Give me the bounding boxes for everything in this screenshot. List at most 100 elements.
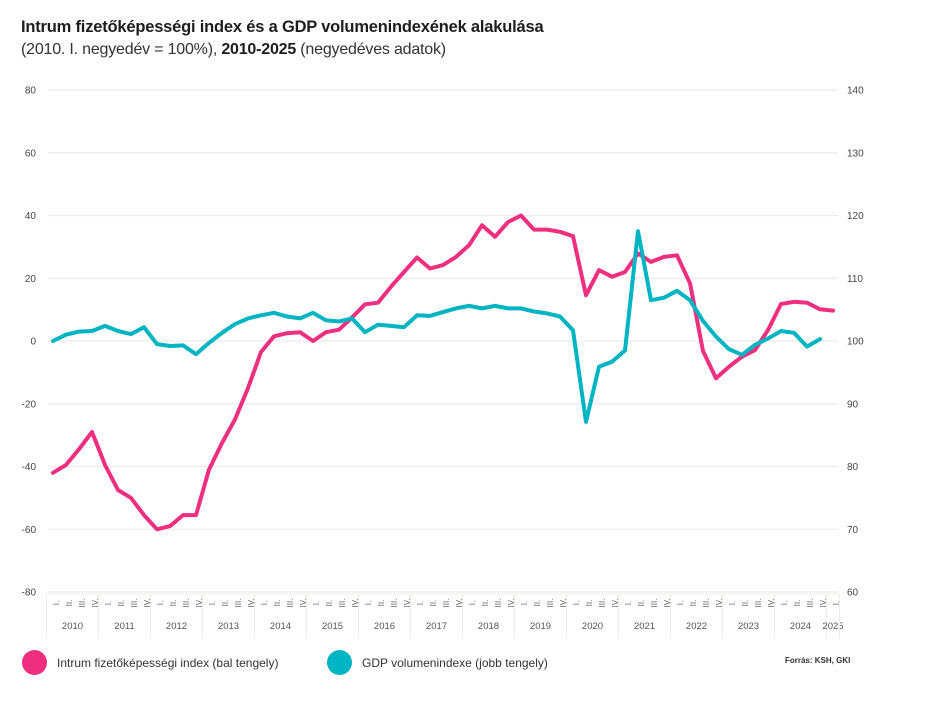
x-quarter-tick-label: I.	[728, 601, 737, 605]
x-quarter-tick-label: IV.	[247, 598, 256, 607]
subtitle-base: (2010. I. negyedév = 100%),	[21, 41, 222, 58]
y-right-tick-label: 70	[847, 525, 859, 536]
x-quarter-tick-label: I.	[468, 601, 477, 605]
x-year-tick-label: 2022	[686, 621, 707, 632]
x-quarter-tick-label: III.	[130, 599, 139, 608]
series-line-gdp	[51, 229, 822, 424]
y-left-tick-label: 40	[25, 211, 37, 222]
x-quarter-tick-label: II.	[65, 600, 74, 607]
y-right-tick-label: 80	[847, 462, 859, 473]
x-quarter-tick-label: I.	[780, 601, 789, 605]
x-year-tick-label: 2013	[218, 621, 239, 632]
x-year-tick-label: 2017	[426, 621, 447, 632]
y-right-tick-label: 100	[847, 337, 864, 348]
x-quarter-tick-label: III.	[338, 599, 347, 608]
chart-title: Intrum fizetőképességi index és a GDP vo…	[21, 18, 544, 36]
y-right-tick-label: 130	[847, 148, 864, 159]
x-quarter-tick-label: II.	[637, 600, 646, 607]
x-quarter-tick-label: I.	[520, 601, 529, 605]
x-quarter-tick-label: II.	[429, 600, 438, 607]
x-quarter-tick-label: II.	[533, 600, 542, 607]
x-quarter-tick-label: I.	[624, 601, 633, 605]
x-quarter-tick-label: III.	[234, 599, 243, 608]
subtitle-frequency: (negyedéves adatok)	[296, 41, 446, 58]
x-quarter-tick-label: IV.	[611, 598, 620, 607]
x-quarter-tick-label: IV.	[715, 598, 724, 607]
subtitle-period: 2010-2025	[221, 41, 297, 58]
y-right-tick-label: 120	[847, 211, 864, 222]
x-quarter-tick-label: III.	[650, 599, 659, 608]
x-quarter-tick-label: IV.	[195, 598, 204, 607]
x-year-tick-label: 2021	[634, 621, 655, 632]
y-left-tick-label: -40	[22, 462, 37, 473]
x-year-tick-label: 2019	[530, 621, 551, 632]
legend-label-intrum: Intrum fizetőképességi index (bal tengel…	[57, 655, 279, 670]
source-note: Forrás: KSH, GKI	[785, 656, 851, 665]
x-quarter-tick-label: I.	[676, 601, 685, 605]
x-quarter-tick-label: I.	[156, 601, 165, 605]
legend-item-intrum: Intrum fizetőképességi index (bal tengel…	[22, 650, 278, 675]
x-quarter-tick-label: III.	[754, 599, 763, 608]
x-quarter-tick-label: II.	[585, 600, 594, 607]
x-quarter-tick-label: I.	[832, 601, 841, 605]
x-quarter-tick-label: III.	[598, 599, 607, 608]
x-quarter-tick-label: III.	[442, 599, 451, 608]
x-quarter-tick-label: II.	[793, 600, 802, 607]
y-right-tick-label: 60	[847, 588, 859, 599]
x-quarter-tick-label: IV.	[351, 598, 360, 607]
x-quarter-tick-label: IV.	[507, 598, 516, 607]
x-quarter-tick-label: IV.	[299, 598, 308, 607]
x-quarter-tick-label: I.	[416, 601, 425, 605]
x-quarter-tick-label: II.	[273, 600, 282, 607]
x-quarter-tick-label: IV.	[403, 598, 412, 607]
x-quarter-tick-label: III.	[494, 599, 503, 608]
y-left-tick-label: 0	[30, 337, 36, 348]
y-left-tick-label: 60	[25, 148, 37, 159]
legend-label-gdp: GDP volumenindexe (jobb tengely)	[362, 655, 548, 670]
y-left-tick-label: 20	[25, 274, 37, 285]
x-year-tick-label: 2016	[374, 621, 395, 632]
legend-swatch-intrum	[22, 650, 47, 675]
x-year-tick-label: 2012	[166, 621, 187, 632]
x-quarter-tick-label: IV.	[767, 598, 776, 607]
x-quarter-tick-label: II.	[741, 600, 750, 607]
x-quarter-tick-label: IV.	[819, 598, 828, 607]
y-right-tick-label: 90	[847, 399, 859, 410]
x-quarter-tick-label: III.	[286, 599, 295, 608]
x-quarter-tick-label: IV.	[143, 598, 152, 607]
x-year-tick-label: 2020	[582, 621, 603, 632]
x-quarter-tick-label: I.	[104, 601, 113, 605]
x-quarter-tick-label: II.	[221, 600, 230, 607]
x-quarter-tick-label: II.	[377, 600, 386, 607]
legend-swatch-gdp	[327, 650, 352, 675]
x-quarter-tick-label: I.	[312, 601, 321, 605]
x-quarter-tick-label: III.	[806, 599, 815, 608]
x-quarter-tick-label: I.	[364, 601, 373, 605]
x-year-tick-label: 2024	[790, 621, 811, 632]
x-quarter-tick-label: III.	[390, 599, 399, 608]
x-quarter-tick-label: II.	[689, 600, 698, 607]
x-quarter-tick-label: I.	[52, 601, 61, 605]
x-quarter-tick-label: IV.	[455, 598, 464, 607]
x-quarter-tick-label: III.	[546, 599, 555, 608]
y-left-tick-label: -20	[22, 399, 37, 410]
x-year-tick-label: 2018	[478, 621, 499, 632]
x-year-tick-label: 2015	[322, 621, 343, 632]
x-quarter-tick-label: II.	[117, 600, 126, 607]
x-quarter-tick-label: I.	[572, 601, 581, 605]
x-quarter-tick-label: III.	[78, 599, 87, 608]
x-quarter-tick-label: II.	[481, 600, 490, 607]
y-right-tick-label: 110	[847, 274, 863, 285]
x-year-tick-label: 2010	[62, 621, 83, 632]
chart-subtitle: (2010. I. negyedév = 100%), 2010-2025 (n…	[21, 41, 446, 59]
x-year-tick-label: 2025	[822, 621, 843, 632]
x-quarter-tick-label: IV.	[559, 598, 568, 607]
x-quarter-tick-label: III.	[182, 599, 191, 608]
x-quarter-tick-label: III.	[702, 599, 711, 608]
x-quarter-tick-label: IV.	[663, 598, 672, 607]
legend-item-gdp: GDP volumenindexe (jobb tengely)	[327, 650, 548, 675]
x-quarter-tick-label: I.	[208, 601, 217, 605]
x-year-tick-label: 2014	[270, 621, 291, 632]
x-year-tick-label: 2023	[738, 621, 759, 632]
